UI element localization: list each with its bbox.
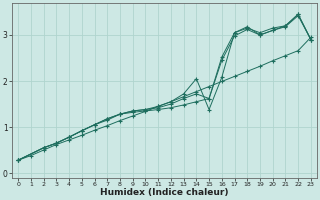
X-axis label: Humidex (Indice chaleur): Humidex (Indice chaleur) [100,188,229,197]
